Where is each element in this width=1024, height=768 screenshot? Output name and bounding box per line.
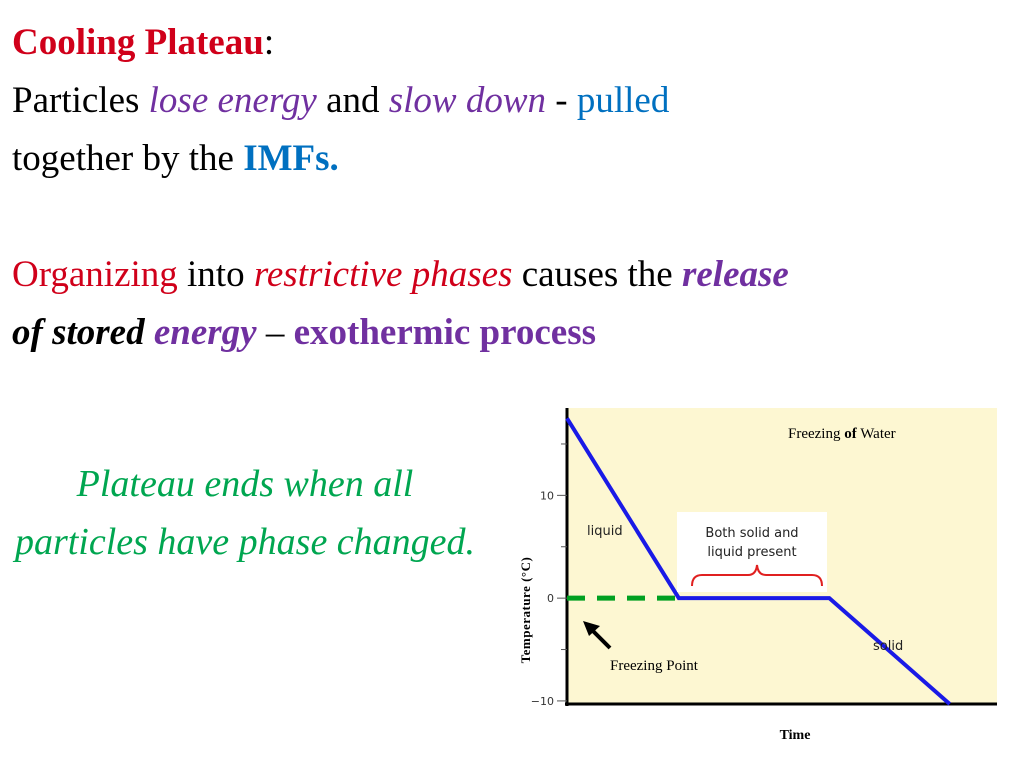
chart-title-prefix: Freezing: [788, 426, 844, 442]
para-2-line-2: of stored energy – exothermic process: [12, 304, 1017, 362]
y-tick-label: −10: [531, 695, 554, 708]
text-organizing: Organizing: [12, 254, 178, 295]
y-axis-label: Temperature (°C): [518, 557, 533, 664]
liquid-label: liquid: [587, 524, 623, 539]
line-1: Particles lose energy and slow down - pu…: [12, 72, 1017, 130]
both-label-line-2: liquid present: [707, 545, 796, 560]
text-together: together by the: [12, 138, 244, 179]
freezing-point-label: Freezing Point: [610, 658, 699, 674]
plateau-note: Plateau ends when all particles have pha…: [14, 463, 476, 563]
slide-text: Cooling Plateau: Particles lose energy a…: [12, 14, 1017, 362]
chart-title-bold: of: [844, 426, 858, 442]
freezing-point-arrow: [583, 621, 612, 650]
cooling-curve: [565, 417, 952, 706]
y-ticks: 10 0 −10: [531, 443, 567, 708]
chart-title-suffix: Water: [857, 426, 896, 442]
line-2: together by the IMFs.: [12, 130, 1017, 188]
x-axis-label: Time: [780, 728, 811, 743]
text-and: and: [316, 80, 389, 121]
text-pulled: pulled: [576, 80, 670, 121]
text-slow-down: slow down: [388, 80, 547, 121]
text-release: release: [681, 254, 789, 295]
text-dash: -: [546, 80, 577, 121]
text-into: into: [177, 254, 254, 295]
heading-colon: :: [263, 22, 275, 63]
text-en-dash: –: [256, 312, 294, 353]
both-label-box: [677, 512, 827, 592]
heading: Cooling Plateau: [12, 22, 264, 63]
spacer: [12, 188, 1017, 246]
heading-line: Cooling Plateau:: [12, 14, 1017, 72]
solid-label: solid: [873, 639, 903, 654]
text-space: [145, 312, 154, 353]
text-restrictive-phases: restrictive phases: [253, 254, 513, 295]
chart-svg: 10 0 −10 Freezing of Water liquid Both sol…: [518, 408, 997, 743]
text-imfs: IMFs.: [243, 138, 339, 179]
text-causes-the: causes the: [512, 254, 682, 295]
plateau-brace: [691, 564, 823, 587]
text-of-stored: of stored: [12, 312, 145, 353]
para-2-line-1: Organizing into restrictive phases cause…: [12, 246, 1017, 304]
y-tick-label: 10: [540, 489, 554, 502]
text-energy: energy: [153, 312, 257, 353]
text-lose-energy: lose energy: [148, 80, 317, 121]
text-particles: Particles: [12, 80, 149, 121]
text-exothermic-process: exothermic process: [293, 312, 596, 353]
chart-title: Freezing of Water: [788, 426, 896, 442]
freezing-curve-chart: 10 0 −10 Freezing of Water liquid Both sol…: [510, 400, 1010, 752]
y-tick-label: 0: [547, 592, 554, 605]
both-label-line-1: Both solid and: [705, 526, 798, 541]
